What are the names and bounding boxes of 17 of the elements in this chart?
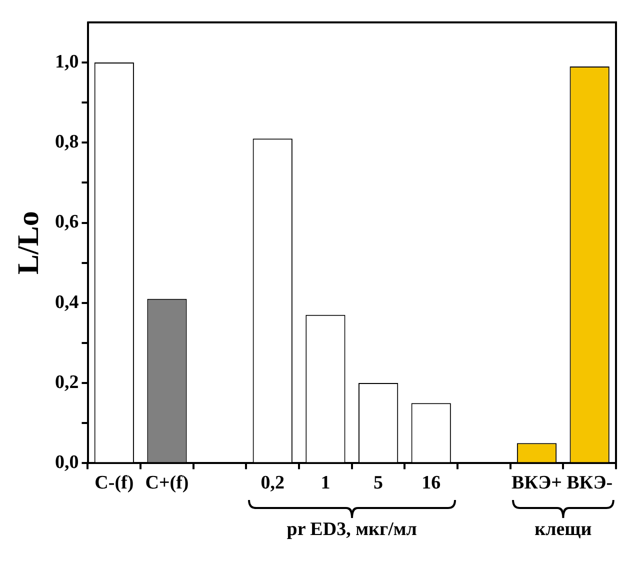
- x-tick-label: 5: [374, 472, 384, 494]
- y-tick-label: 0,4: [55, 292, 80, 313]
- y-tick-label: 1,0: [55, 51, 79, 72]
- x-tick-label: ВКЭ+: [512, 472, 562, 494]
- y-tick-label: 0,0: [55, 452, 79, 474]
- y-tick-label: 0,8: [55, 132, 79, 153]
- text: pr ED3, мкг/мл: [286, 519, 418, 542]
- x-tick-label: C+(f): [145, 472, 189, 494]
- x-tick-label: 16: [422, 472, 441, 494]
- x-tick-label: 0,2: [260, 472, 285, 494]
- y-tick-label: 0,6: [55, 212, 79, 233]
- x-tick-label: 1: [320, 472, 330, 494]
- y-axis-title: L/Lo: [12, 211, 45, 274]
- x-tick-label: ВКЭ-: [566, 472, 613, 494]
- text: клещи: [534, 519, 593, 542]
- y-tick-label: 0,2: [55, 372, 79, 393]
- x-tick-label: C-(f): [94, 472, 134, 494]
